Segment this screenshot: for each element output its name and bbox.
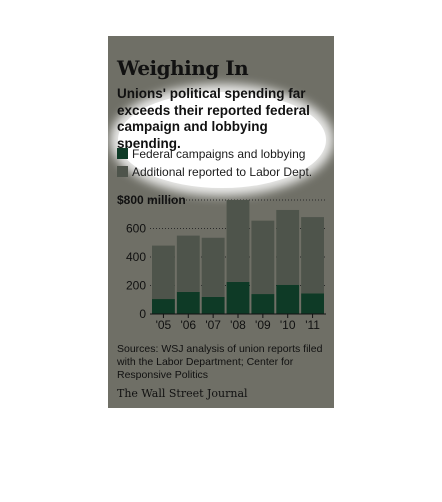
bar-additional [226, 200, 250, 282]
stacked-bar-chart: 0 200 400 600 $800 million '05 '06 '07 '08 '09 '10… [117, 193, 326, 332]
bar-federal [201, 296, 225, 314]
publisher-credit: The Wall Street Journal [117, 387, 248, 400]
chart-title: Weighing In [117, 56, 249, 80]
legend-label-federal: Federal campaigns and lobbying [132, 147, 306, 161]
legend-swatch-additional [117, 166, 128, 177]
bar-additional [276, 209, 300, 285]
bar-federal [152, 299, 175, 314]
highlight-spotlight [118, 92, 326, 188]
x-tick-label: '08 [230, 318, 246, 332]
source-note: Sources: WSJ analysis of union reports f… [117, 343, 323, 381]
legend-item-federal: Federal campaigns and lobbying [117, 147, 305, 161]
bar-additional [176, 235, 200, 292]
x-tick-label: '05 [156, 318, 172, 332]
x-tick-label: '07 [205, 318, 221, 332]
bar-federal [226, 281, 250, 314]
y-tick-label: 400 [126, 250, 146, 264]
x-tick-label: '09 [255, 318, 271, 332]
bar-additional [251, 220, 275, 295]
bar-federal [251, 294, 275, 314]
y-tick-label: 0 [139, 307, 146, 321]
bar-federal [276, 284, 300, 314]
y-tick-label: 600 [126, 222, 146, 236]
bar-federal [176, 291, 200, 314]
legend-swatch-federal [117, 148, 128, 159]
bar-federal [301, 293, 324, 314]
bar-additional [152, 245, 175, 300]
bar-additional [301, 217, 324, 294]
bar-additional [201, 237, 225, 297]
x-tick-label: '06 [180, 318, 196, 332]
x-tick-label: '10 [280, 318, 296, 332]
chart-subtitle: Unions' political spending far exceeds t… [117, 86, 310, 151]
y-tick-label: 200 [126, 279, 146, 293]
legend-item-additional: Additional reported to Labor Dept. [117, 165, 312, 179]
x-tick-label: '11 [305, 318, 320, 332]
legend-label-additional: Additional reported to Labor Dept. [132, 165, 313, 179]
y-tick-label: $800 million [117, 193, 186, 207]
